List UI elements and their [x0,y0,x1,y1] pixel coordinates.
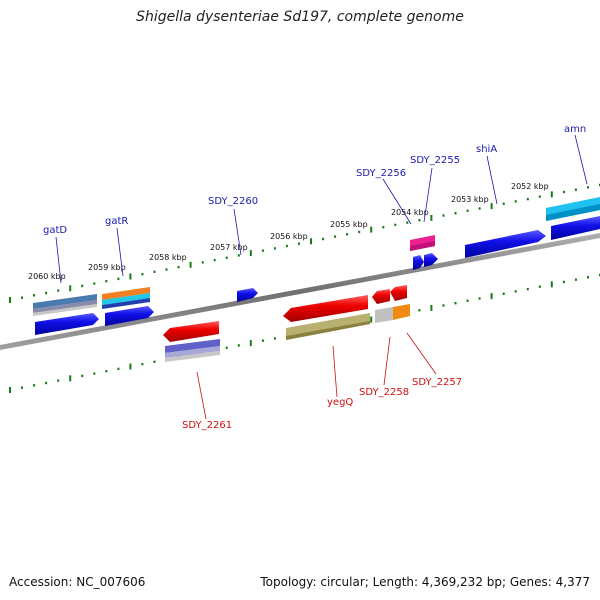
gene-label-SDY_2260[interactable]: SDY_2260 [208,196,258,207]
kbp-label: 2053 kbp [451,195,489,204]
cds-box-yegQ [286,321,370,340]
label-leader [406,332,437,375]
cds-box-gatR [102,298,150,309]
gene-label-SDY_2257[interactable]: SDY_2257 [412,377,462,388]
label-leader [55,236,62,284]
gene-label-SDY_2261[interactable]: SDY_2261 [182,420,232,431]
label-leader [486,155,498,205]
cds-box-SDY_2261 [165,339,220,353]
label-leader [332,345,338,398]
cds-box-SDY_2255 [410,241,435,251]
gene-label-SDY_2258[interactable]: SDY_2258 [359,387,409,398]
gene-arrow-SDY_2260[interactable] [237,288,258,302]
cds-box-gatR [102,293,150,305]
label-leader [383,336,391,386]
label-leader [423,167,433,223]
gene-label-amn[interactable]: amn [564,124,586,135]
kbp-label: 2058 kbp [149,253,187,262]
kbp-labels: 2060 kbp 2059 kbp 2058 kbp 2057 kbp 2056… [28,182,549,281]
kbp-label: 2052 kbp [511,182,549,191]
kbp-scale-ticks [9,183,600,303]
forward-features [33,197,600,335]
kbp-label: 2055 kbp [330,220,368,229]
gene-arrow-SDY_2261[interactable] [163,321,219,342]
cds-box-gatR [102,287,150,300]
gene-label-gatR[interactable]: gatR [105,216,128,227]
cds-box-amn [546,204,600,221]
genome-backbone [0,233,600,350]
gene-arrow-amn[interactable] [551,216,600,240]
gene-arrow-yegQ[interactable] [283,295,368,322]
label-leader [116,227,124,277]
cds-box-gatD [33,294,97,309]
cds-box-SDY_2261 [165,351,220,362]
gene-arrow-SDY_2256[interactable] [413,255,424,270]
forward-gene-labels: gatD gatR SDY_2260 SDY_2256 SDY_2255 shi… [43,124,588,284]
cds-box-SDY_2257 [393,304,410,320]
cds-box-gatD [33,304,97,316]
reverse-gene-labels: SDY_2261 yegQ SDY_2258 SDY_2257 [182,332,462,431]
gene-arrow-gatD[interactable] [35,313,99,335]
gene-arrow-SDY_2258[interactable] [372,289,390,304]
gene-arrow-shiA[interactable] [465,230,546,258]
kbp-label: 2056 kbp [270,232,308,241]
label-leader [574,134,588,185]
page-title: Shigella dysenteriae Sd197, complete gen… [136,9,464,25]
kbp-label: 2057 kbp [210,243,248,252]
gene-label-SDY_2255[interactable]: SDY_2255 [410,155,460,166]
cds-box-SDY_2261 [165,346,220,358]
label-leader [382,178,412,225]
gene-label-yegQ[interactable]: yegQ [327,397,353,408]
cds-box-gatD [33,300,97,313]
kbp-label: 2059 kbp [88,263,126,272]
gene-label-shiA[interactable]: shiA [476,144,497,155]
accession-text: Accession: NC_007606 [9,575,146,589]
label-leader [233,208,242,256]
gene-arrow-SDY_2255[interactable] [424,253,438,267]
kbp-label: 2054 kbp [391,208,429,217]
gene-arrow-gatR[interactable] [105,306,154,326]
label-leader [196,371,207,420]
kbp-label: 2060 kbp [28,272,66,281]
gene-label-gatD[interactable]: gatD [43,225,67,236]
cds-box-SDY_2258 [375,307,393,323]
topology-text: Topology: circular; Length: 4,369,232 bp… [260,575,590,589]
gene-arrow-SDY_2257[interactable] [390,285,407,301]
gene-label-SDY_2256[interactable]: SDY_2256 [356,168,406,179]
reverse-features [163,285,410,362]
